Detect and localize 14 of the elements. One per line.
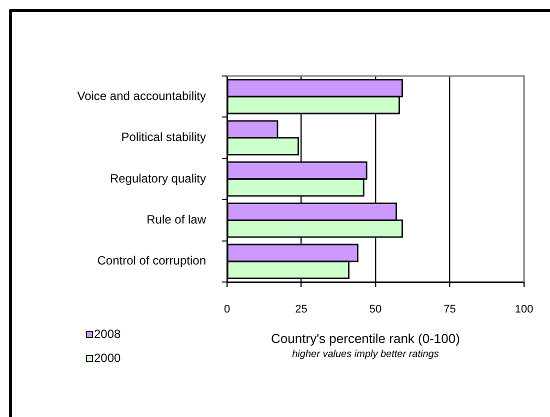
y-tick-label: Voice and accountability	[77, 88, 206, 103]
text: higher values imply better ratings	[291, 349, 440, 360]
x-tick-label: 0	[224, 304, 230, 316]
x-axis-title: Country's percentile rank (0-100)	[270, 331, 461, 346]
y-tick-label: Rule of law	[146, 212, 206, 227]
x-tick-label: 100	[514, 304, 534, 316]
y-tick-label: Political stability	[121, 130, 206, 144]
y-tick-label: Regulatory quality	[110, 171, 206, 186]
legend-label: 2008	[94, 327, 121, 341]
x-tick-label: 50	[369, 304, 382, 316]
x-tick-label: 75	[444, 304, 456, 316]
x-tick-label: 25	[295, 304, 308, 316]
legend-label: 2000	[94, 351, 121, 365]
y-tick-label: Control of corruption	[97, 254, 206, 268]
